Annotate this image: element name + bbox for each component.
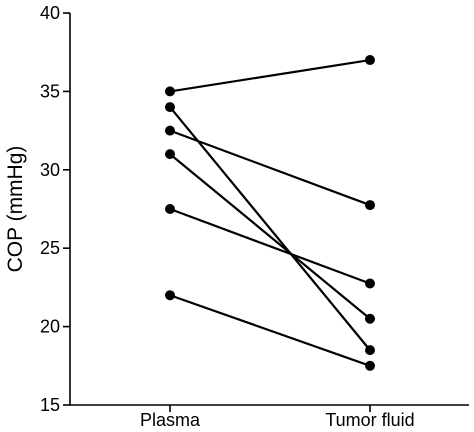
y-axis-title: COP (mmHg): [4, 146, 27, 273]
data-point: [365, 360, 375, 371]
y-tick-label: 20: [40, 317, 60, 337]
data-point: [365, 55, 375, 66]
x-axis-ticks: Plasma Tumor fluid: [140, 405, 415, 430]
y-axis-ticks: 15 20 25 30 35 40: [40, 3, 70, 415]
y-tick-label: 30: [40, 160, 60, 180]
series-points: [165, 55, 375, 371]
data-point: [365, 278, 375, 289]
series-line-4: [169, 153, 371, 320]
x-category-label: Plasma: [140, 410, 201, 430]
y-tick-label: 15: [40, 395, 60, 415]
series-line-6: [169, 294, 371, 367]
data-point: [165, 149, 175, 160]
y-tick-label: 35: [40, 81, 60, 101]
data-point: [165, 86, 175, 97]
data-point: [165, 125, 175, 136]
series-lines: [169, 58, 371, 367]
series-line-3: [169, 129, 371, 207]
data-point: [165, 204, 175, 214]
data-point: [365, 200, 375, 211]
data-point: [365, 313, 375, 324]
x-category-label: Tumor fluid: [325, 410, 414, 430]
data-point: [165, 102, 175, 113]
series-line-2: [169, 106, 371, 351]
y-tick-label: 40: [40, 3, 60, 23]
data-point: [165, 290, 175, 301]
y-tick-label: 25: [40, 238, 60, 258]
series-line-1: [169, 58, 371, 93]
series-line-5: [169, 207, 371, 285]
data-point: [365, 345, 375, 356]
